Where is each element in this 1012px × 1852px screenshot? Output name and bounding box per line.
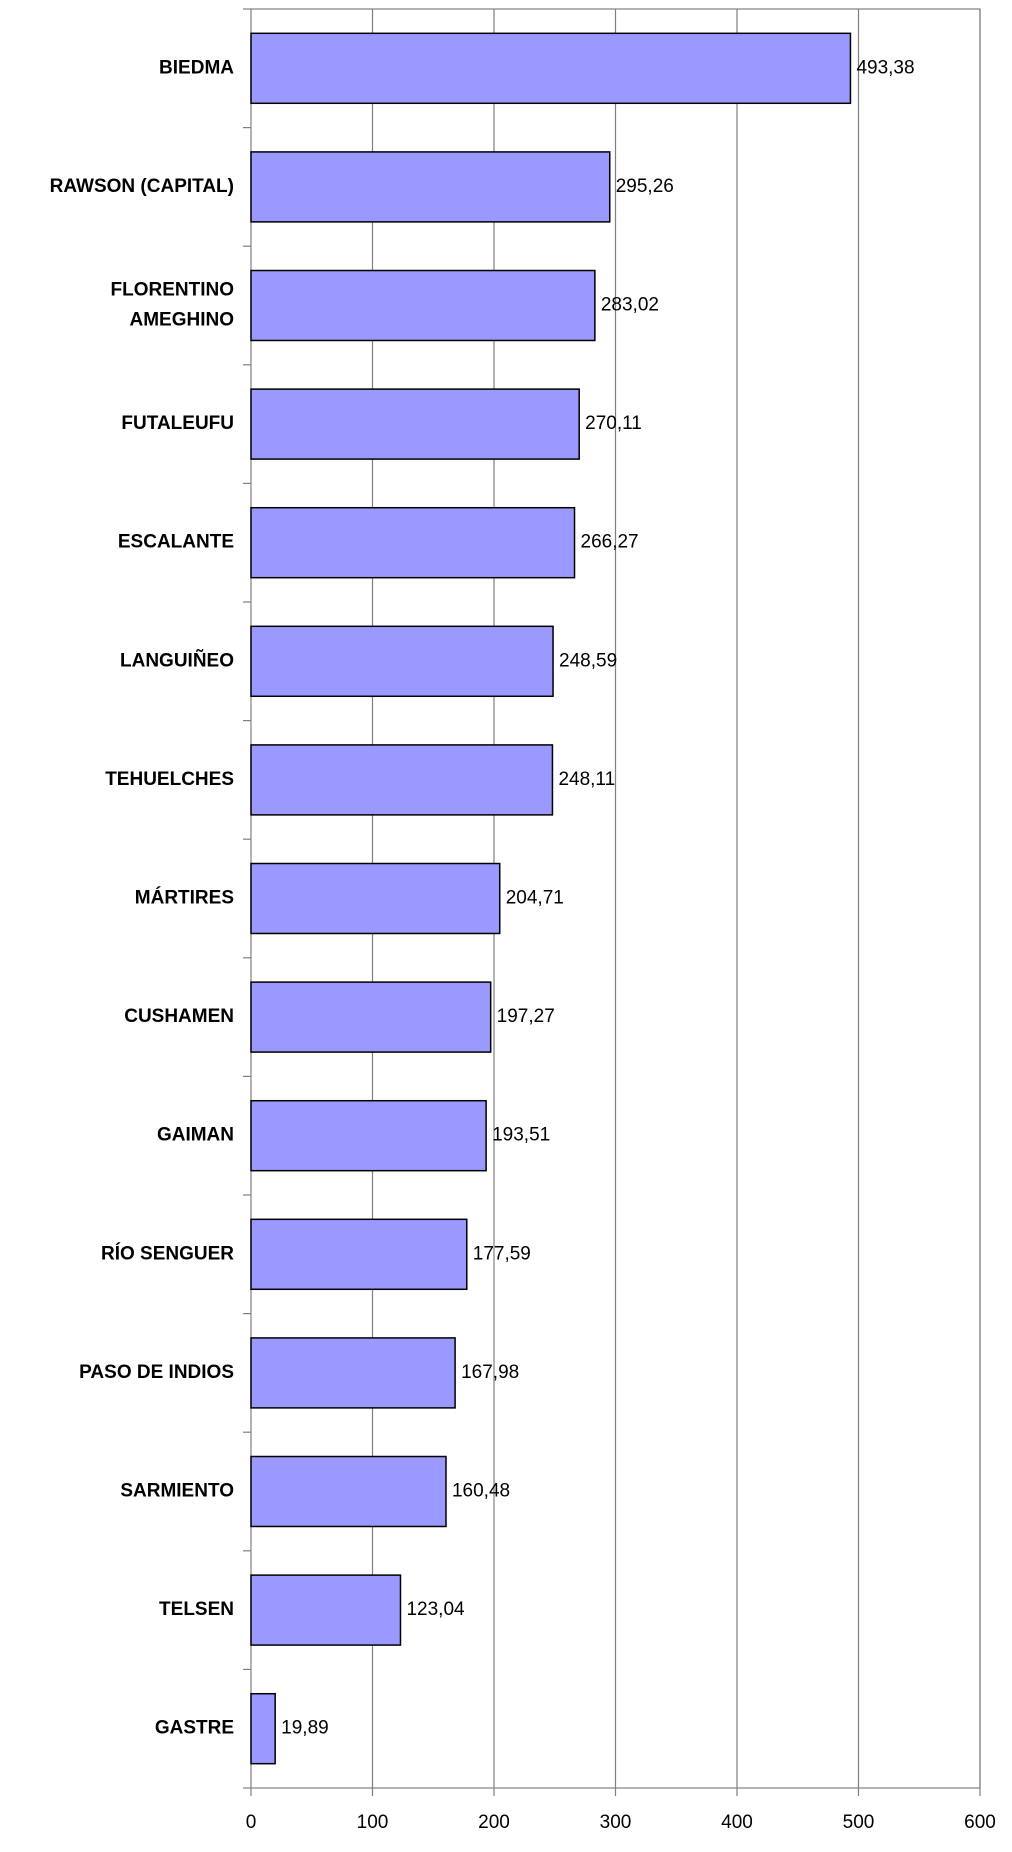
bar [250,981,492,1053]
value-label: 204,71 [506,888,564,909]
x-tick-label: 600 [964,1812,996,1833]
bar [250,1218,468,1291]
y-tick-label: SARMIENTO [120,1481,234,1502]
x-tick-label: 200 [478,1812,510,1833]
bar [250,1692,276,1765]
y-tick-label: LANGUIÑEO [120,649,234,671]
value-label: 295,26 [616,176,674,197]
y-tick-label: RÍO SENGUER [101,1242,234,1264]
x-tick-label: 100 [357,1812,389,1833]
x-tick-label: 0 [246,1812,257,1833]
value-label: 123,04 [406,1599,465,1620]
y-tick-label: MÁRTIRES [135,887,234,909]
bar [250,862,501,935]
y-tick-label: TEHUELCHES [105,769,234,790]
value-label: 197,27 [497,1006,555,1027]
y-tick-label: CUSHAMEN [124,1006,234,1027]
value-label: 270,11 [585,413,642,434]
bar [250,744,554,816]
y-tick-label: RAWSON (CAPITAL) [50,176,234,197]
bar [250,32,852,105]
bar [250,1099,487,1172]
x-tick-label: 300 [600,1812,632,1833]
y-tick-label: PASO DE INDIOS [79,1362,234,1383]
value-label: 248,59 [559,650,617,671]
bar [250,625,554,698]
value-label: 160,48 [452,1481,510,1502]
bar [250,1574,402,1646]
y-tick-label: ESCALANTE [118,532,234,553]
bar [250,506,576,579]
value-label: 283,02 [601,295,659,316]
x-tick-label: 400 [721,1812,753,1833]
value-label: 493,38 [856,57,914,78]
bar [250,1455,447,1528]
y-tick-label: GAIMAN [157,1125,234,1146]
value-label: 177,59 [473,1243,531,1264]
y-tick-label: BIEDMA [159,57,234,78]
value-label: 248,11 [558,769,615,790]
x-tick-label: 500 [843,1812,875,1833]
y-tick-label: TELSEN [159,1599,234,1620]
y-tick-label: GASTRE [155,1718,234,1739]
bar [250,151,611,223]
bar [250,269,596,342]
value-label: 266,27 [581,532,639,553]
bar [250,388,580,460]
bar [250,1337,456,1409]
y-tick-label: FLORENTINO AMEGHINO [111,280,235,331]
value-label: 193,51 [492,1125,550,1146]
y-tick-label: FUTALEUFU [121,413,234,434]
value-label: 167,98 [461,1362,519,1383]
value-label: 19,89 [281,1718,329,1739]
